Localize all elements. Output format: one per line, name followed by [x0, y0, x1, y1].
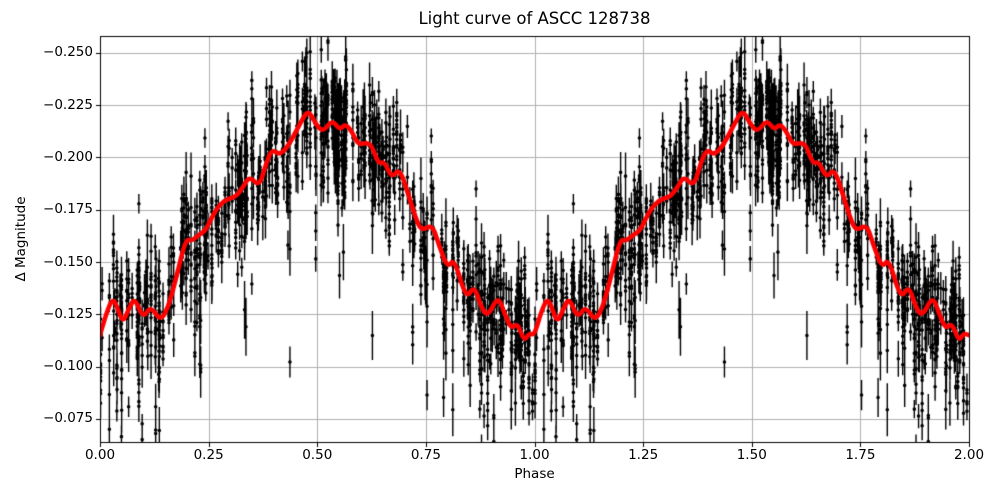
- x-tick-label: 1.25: [628, 447, 659, 463]
- y-tick-label: −0.075: [43, 410, 93, 427]
- x-tick-label: 0.25: [193, 447, 224, 463]
- x-tick-label: 1.00: [519, 447, 550, 463]
- x-tick-label: 0.00: [84, 447, 116, 463]
- x-tick-label: 1.50: [736, 447, 767, 463]
- y-tick-label: −0.225: [43, 96, 93, 113]
- y-tick-label: −0.125: [43, 305, 93, 322]
- x-tick-label: 2.00: [953, 447, 985, 463]
- y-tick-label: −0.250: [43, 44, 93, 61]
- y-tick-label: −0.175: [43, 201, 93, 218]
- y-tick-label: −0.150: [43, 253, 93, 270]
- y-tick-label: −0.200: [43, 148, 93, 165]
- y-tick-label: −0.100: [43, 358, 93, 375]
- x-axis-label: Phase: [514, 466, 555, 482]
- x-tick-label: 0.50: [302, 447, 333, 463]
- x-tick-label: 1.75: [845, 447, 876, 463]
- x-tick-label: 0.75: [410, 447, 441, 463]
- chart-title: Light curve of ASCC 128738: [418, 9, 651, 28]
